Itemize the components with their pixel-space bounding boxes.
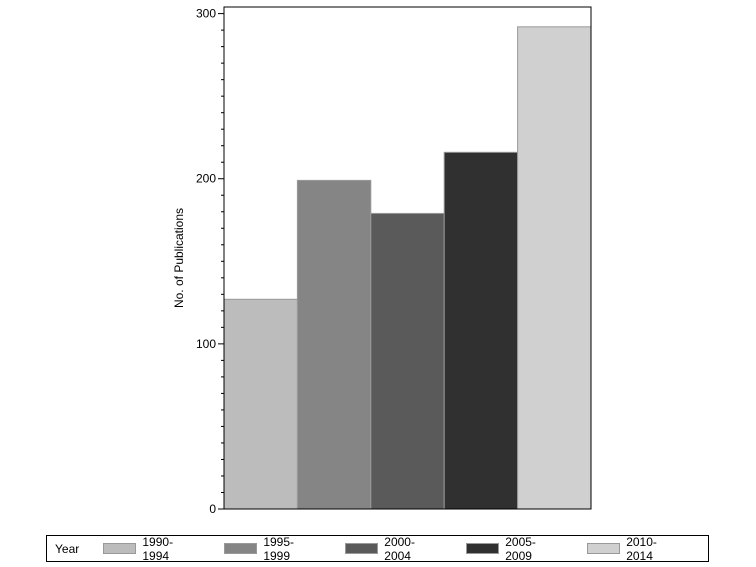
y-tick-label: 300 xyxy=(196,7,216,21)
plot-frame xyxy=(223,6,592,510)
bar-2010-2014 xyxy=(517,26,592,510)
legend-label: 2010-2014 xyxy=(626,534,657,563)
legend-title: Year xyxy=(55,541,80,556)
legend-label: 2005-2009 xyxy=(505,534,536,563)
legend-item: 1995-1999 xyxy=(224,535,319,563)
legend-item: 2010-2014 xyxy=(587,535,682,563)
y-axis-label: No. of Publications xyxy=(172,208,186,308)
legend-swatch xyxy=(466,543,500,554)
legend-item: 2005-2009 xyxy=(466,535,561,563)
y-tick-label: 100 xyxy=(196,337,216,351)
y-tick-label: 0 xyxy=(209,502,216,516)
legend-swatch xyxy=(345,543,379,554)
legend-swatch xyxy=(587,543,621,554)
legend-swatch xyxy=(103,543,137,554)
bar-1995-1999 xyxy=(296,179,372,510)
y-tick-label: 200 xyxy=(196,172,216,186)
legend-label: 2000-2004 xyxy=(384,534,415,563)
legend-label: 1995-1999 xyxy=(263,534,295,563)
legend: Year 1990-1994 1995-1999 2000-2004 2005-200… xyxy=(46,535,709,563)
bar-1990-1994 xyxy=(223,298,298,510)
legend-item: 1990-1994 xyxy=(103,535,198,563)
legend-label: 1990-1994 xyxy=(142,534,174,563)
bar-2000-2004 xyxy=(370,212,445,510)
legend-item: 2000-2004 xyxy=(345,535,440,563)
legend-swatch xyxy=(224,543,258,554)
bar-2005-2009 xyxy=(443,151,519,510)
